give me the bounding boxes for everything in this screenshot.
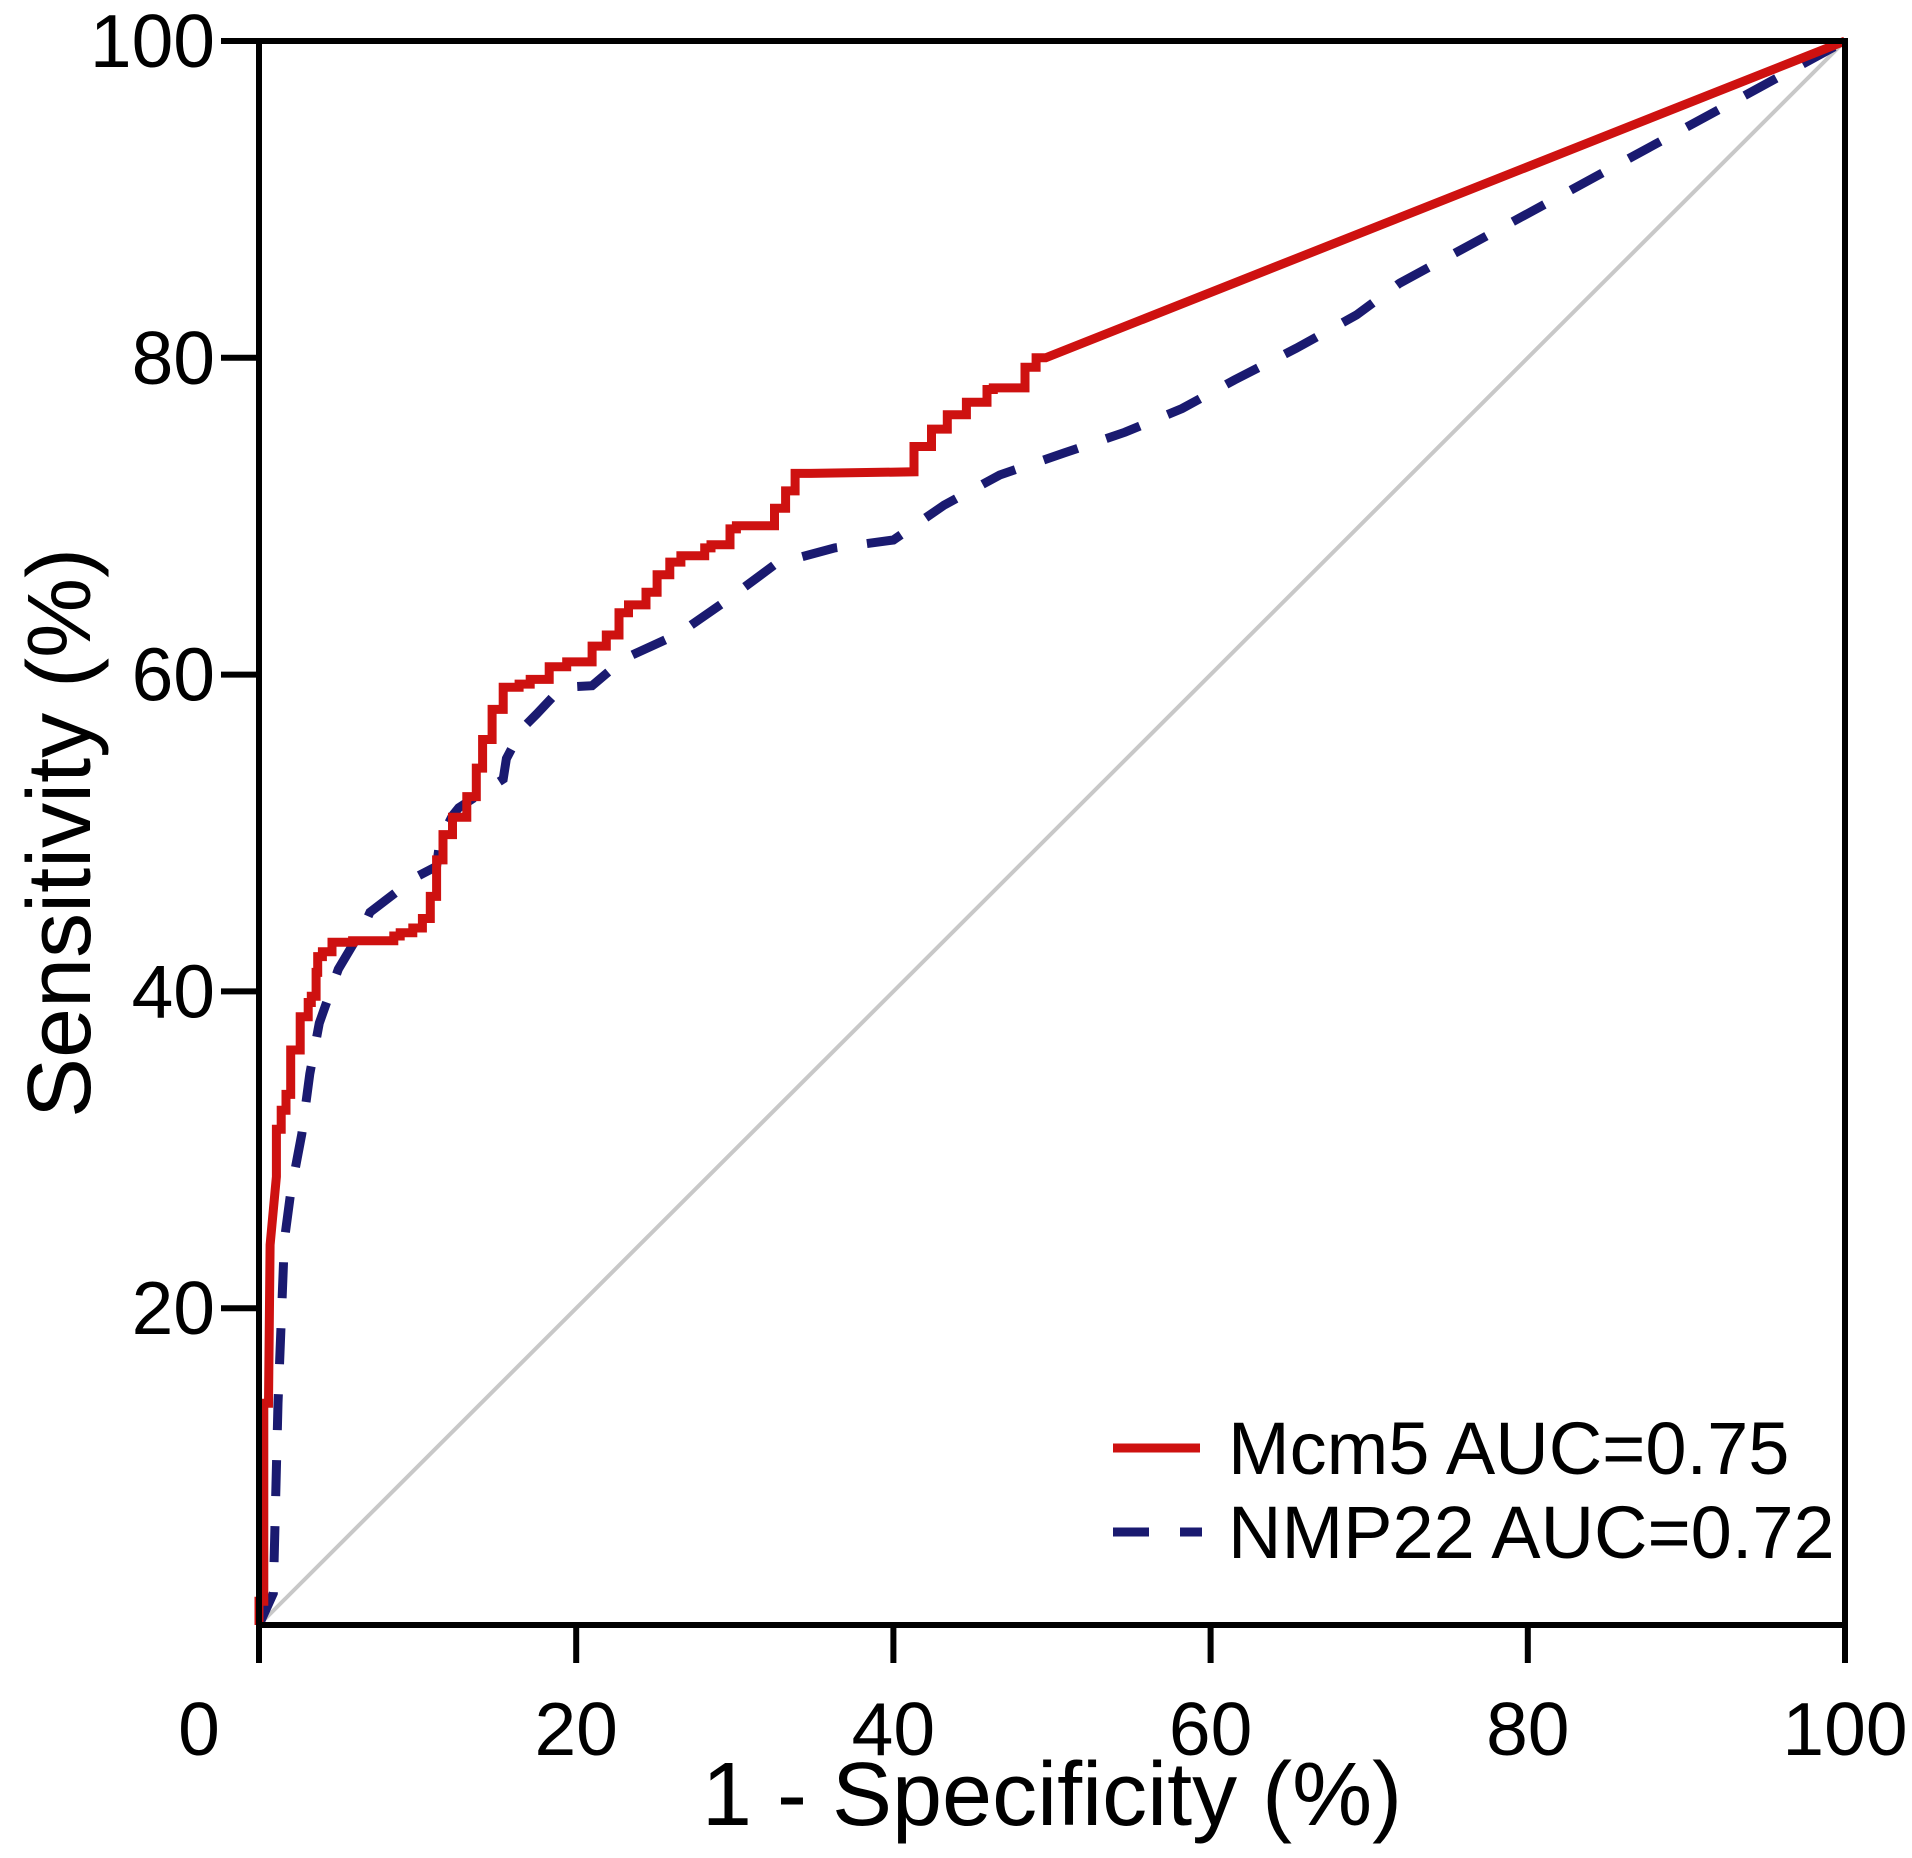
y-axis-title: Sensitivity (%) <box>10 548 110 1118</box>
y-tick-label: 60 <box>132 633 215 717</box>
y-axis-ticks: 20 40 60 80 100 <box>90 0 259 1350</box>
x-tick-label: 100 <box>1782 1687 1907 1771</box>
x-axis-title: 1 - Specificity (%) <box>702 1745 1402 1845</box>
chance-diagonal-line <box>257 39 1847 1627</box>
x-tick-label: 20 <box>534 1687 617 1771</box>
legend-label-mcm5: Mcm5 AUC=0.75 <box>1228 1407 1789 1490</box>
x-axis-ticks: 0 20 40 60 80 100 <box>178 1625 1908 1771</box>
x-tick-label: 40 <box>852 1687 935 1771</box>
plot-frame <box>256 38 1848 1628</box>
legend-label-nmp22: NMP22 AUC=0.72 <box>1228 1491 1835 1574</box>
mcm5-roc-curve <box>254 36 1847 1625</box>
y-tick-label: 20 <box>132 1266 215 1350</box>
x-tick-label: 80 <box>1486 1687 1569 1771</box>
y-tick-label: 80 <box>132 316 215 400</box>
x-tick-label: 0 <box>178 1687 220 1771</box>
y-tick-label: 40 <box>132 949 215 1033</box>
legend: Mcm5 AUC=0.75 NMP22 AUC=0.72 <box>1113 1407 1835 1574</box>
x-tick-label: 60 <box>1169 1687 1252 1771</box>
y-tick-label: 100 <box>90 0 215 83</box>
